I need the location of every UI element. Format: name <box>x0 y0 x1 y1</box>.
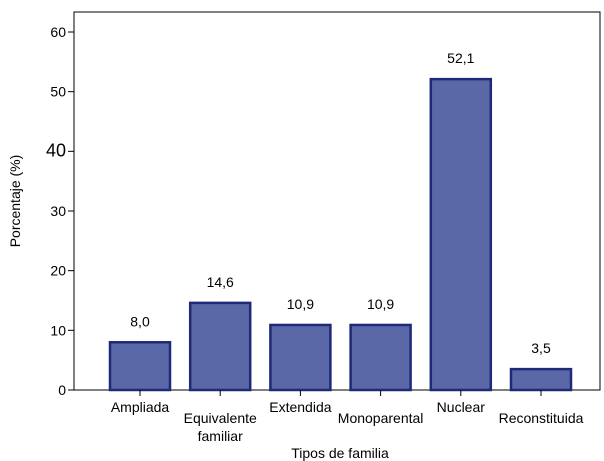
bar-data-label: 14,6 <box>207 274 234 290</box>
y-tick-label: 40 <box>46 140 66 160</box>
bar <box>188 301 252 392</box>
y-axis-title: Porcentaje (%) <box>7 155 23 248</box>
plot-frame <box>73 11 601 391</box>
x-tick-label: Monoparental <box>338 410 424 426</box>
x-tick-label: Ampliada <box>111 399 170 415</box>
bar <box>429 77 493 392</box>
x-axis: Ampliada Equivalente familiar Extendida Mono… <box>111 390 584 444</box>
bars: 8,0 14,6 10,9 10,9 52,1 3,5 <box>108 50 573 392</box>
x-tick-label: Reconstituida <box>499 410 584 426</box>
y-tick-label: 0 <box>58 382 66 398</box>
bar-data-label: 3,5 <box>531 340 551 356</box>
x-tick-label: Nuclear <box>437 399 486 415</box>
x-axis-title: Tipos de familia <box>291 445 389 461</box>
bar <box>108 341 172 392</box>
bar-data-label: 10,9 <box>367 296 394 312</box>
y-tick-label: 50 <box>50 84 66 100</box>
bar <box>509 367 573 392</box>
y-tick-label: 30 <box>50 203 66 219</box>
bar-data-label: 10,9 <box>287 296 314 312</box>
x-tick-label: familiar <box>198 428 243 444</box>
y-tick-label: 60 <box>50 24 66 40</box>
y-tick-label: 10 <box>50 322 66 338</box>
x-tick-label: Equivalente <box>184 410 257 426</box>
x-tick-label: Extendida <box>269 399 331 415</box>
bar-data-label: 52,1 <box>447 50 474 66</box>
bar <box>349 323 412 392</box>
y-axis: 0 10 20 30 40 50 60 <box>46 24 74 398</box>
y-tick-label: 20 <box>50 263 66 279</box>
bar <box>269 323 332 392</box>
bar-data-label: 8,0 <box>130 313 150 329</box>
